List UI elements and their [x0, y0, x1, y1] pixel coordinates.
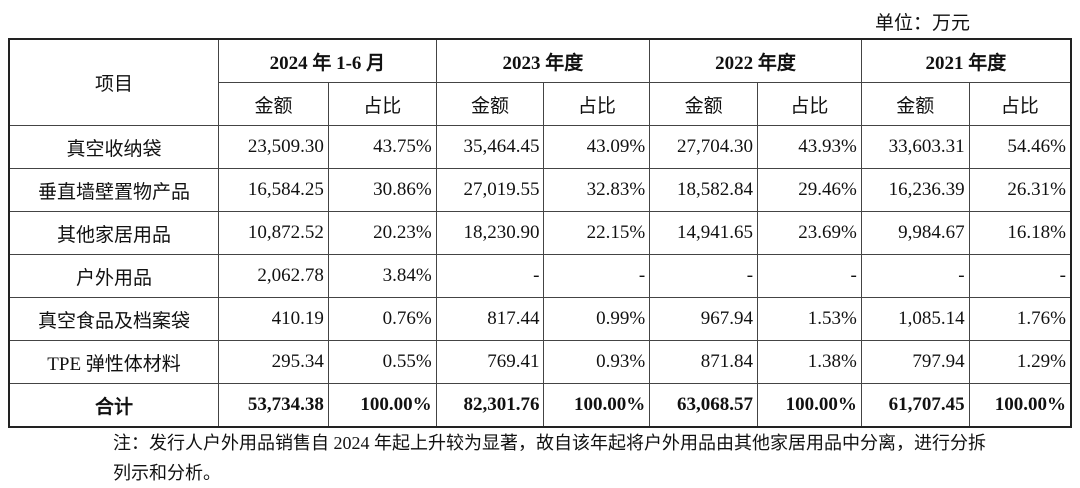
cell: 1.76%: [968, 297, 1072, 341]
cell: 9,984.67: [860, 211, 970, 255]
row-label: 真空收纳袋: [8, 125, 220, 169]
cell: 18,230.90: [435, 211, 545, 255]
cell: 100.00%: [543, 383, 651, 428]
cell: 18,582.84: [649, 168, 759, 212]
data-row: TPE 弹性体材料 295.34 0.55% 769.41 0.93% 871.84 1.3…: [8, 340, 1072, 384]
item-header: 项目: [8, 38, 220, 126]
cell: 1.29%: [968, 340, 1072, 384]
cell: 16,584.25: [218, 168, 329, 212]
subheader: 占比: [757, 82, 862, 126]
cell: 769.41: [435, 340, 545, 384]
subheader: 占比: [968, 82, 1072, 126]
period-header: 2021 年度: [860, 38, 1072, 83]
period-header: 2022 年度: [649, 38, 862, 83]
cell: 26.31%: [968, 168, 1072, 212]
cell: 0.76%: [327, 297, 437, 341]
period-header: 2024 年 1-6 月: [218, 38, 437, 83]
cell: 43.75%: [327, 125, 437, 169]
cell: 10,872.52: [218, 211, 329, 255]
cell: 35,464.45: [435, 125, 545, 169]
cell: -: [435, 254, 545, 298]
cell: 817.44: [435, 297, 545, 341]
data-row: 其他家居用品 10,872.52 20.23% 18,230.90 22.15% 14,9…: [8, 211, 1072, 255]
cell: 22.15%: [543, 211, 651, 255]
total-row: 合计 53,734.38 100.00% 82,301.76 100.00% 63,068…: [8, 383, 1072, 428]
period-header: 2023 年度: [435, 38, 651, 83]
cell: -: [649, 254, 759, 298]
cell: 61,707.45: [860, 383, 970, 428]
row-label: 真空食品及档案袋: [8, 297, 220, 341]
subheader: 占比: [327, 82, 437, 126]
cell: 14,941.65: [649, 211, 759, 255]
cell: 54.46%: [968, 125, 1072, 169]
table-body: 真空收纳袋 23,509.30 43.75% 35,464.45 43.09% 27,70…: [8, 125, 1072, 428]
subheader: 金额: [649, 82, 759, 126]
cell: 3.84%: [327, 254, 437, 298]
cell: 63,068.57: [649, 383, 759, 428]
subheader: 占比: [543, 82, 651, 126]
cell: 1,085.14: [860, 297, 970, 341]
cell: 0.99%: [543, 297, 651, 341]
subheader: 金额: [860, 82, 970, 126]
cell: 82,301.76: [435, 383, 545, 428]
cell: 410.19: [218, 297, 329, 341]
header-row: 项目 2024 年 1-6 月 2023 年度 2022 年度 2021 年度: [8, 38, 1072, 126]
cell: 871.84: [649, 340, 759, 384]
data-row: 垂直墙壁置物产品 16,584.25 30.86% 27,019.55 32.83% 18…: [8, 168, 1072, 212]
cell: 16.18%: [968, 211, 1072, 255]
cell: 27,704.30: [649, 125, 759, 169]
unit-label: 单位：万元: [874, 13, 970, 34]
cell: 100.00%: [968, 383, 1072, 428]
data-row: 真空食品及档案袋 410.19 0.76% 817.44 0.99% 967.94 1.53…: [8, 297, 1072, 341]
data-row: 户外用品 2,062.78 3.84% - - - - - -: [8, 254, 1072, 298]
data-table: 项目 2024 年 1-6 月 2023 年度 2022 年度 2021 年度 金额 占比金…: [8, 38, 1072, 428]
cell: 295.34: [218, 340, 329, 384]
cell: -: [543, 254, 651, 298]
cell: -: [757, 254, 862, 298]
cell: 967.94: [649, 297, 759, 341]
cell: 43.09%: [543, 125, 651, 169]
cell: 23,509.30: [218, 125, 329, 169]
cell: 16,236.39: [860, 168, 970, 212]
cell: 23.69%: [757, 211, 862, 255]
footnote: 注：发行人户外用品销售自 2024 年起上升较为显著，故自该年起将户外用品由其他…: [113, 433, 986, 483]
cell: 43.93%: [757, 125, 862, 169]
subheader: 金额: [435, 82, 545, 126]
cell: 53,734.38: [218, 383, 329, 428]
table-header: 项目 2024 年 1-6 月 2023 年度 2022 年度 2021 年度 金额 占比金…: [8, 38, 1072, 126]
cell: 1.38%: [757, 340, 862, 384]
cell: 20.23%: [327, 211, 437, 255]
cell: 100.00%: [757, 383, 862, 428]
subheader-row: 金额 占比 金额 占比 金额 占比 金额 占比: [9, 82, 1072, 126]
cell: 29.46%: [757, 168, 862, 212]
cell: 32.83%: [543, 168, 651, 212]
cell: 0.55%: [327, 340, 437, 384]
cell: 100.00%: [327, 383, 437, 428]
cell: 0.93%: [543, 340, 651, 384]
row-label: 其他家居用品: [8, 211, 220, 255]
cell: 30.86%: [327, 168, 437, 212]
cell: 797.94: [860, 340, 970, 384]
cell: 27,019.55: [435, 168, 545, 212]
row-label: 户外用品: [8, 254, 220, 298]
row-label: 合计: [8, 383, 220, 428]
cell: -: [860, 254, 970, 298]
cell: 33,603.31: [860, 125, 970, 169]
row-label: 垂直墙壁置物产品: [8, 168, 220, 212]
data-row: 真空收纳袋 23,509.30 43.75% 35,464.45 43.09% 27,70…: [8, 125, 1072, 169]
subheader: 金额: [218, 82, 329, 126]
cell: -: [968, 254, 1072, 298]
cell: 2,062.78: [218, 254, 329, 298]
cell: 1.53%: [757, 297, 862, 341]
row-label: TPE 弹性体材料: [8, 340, 220, 384]
